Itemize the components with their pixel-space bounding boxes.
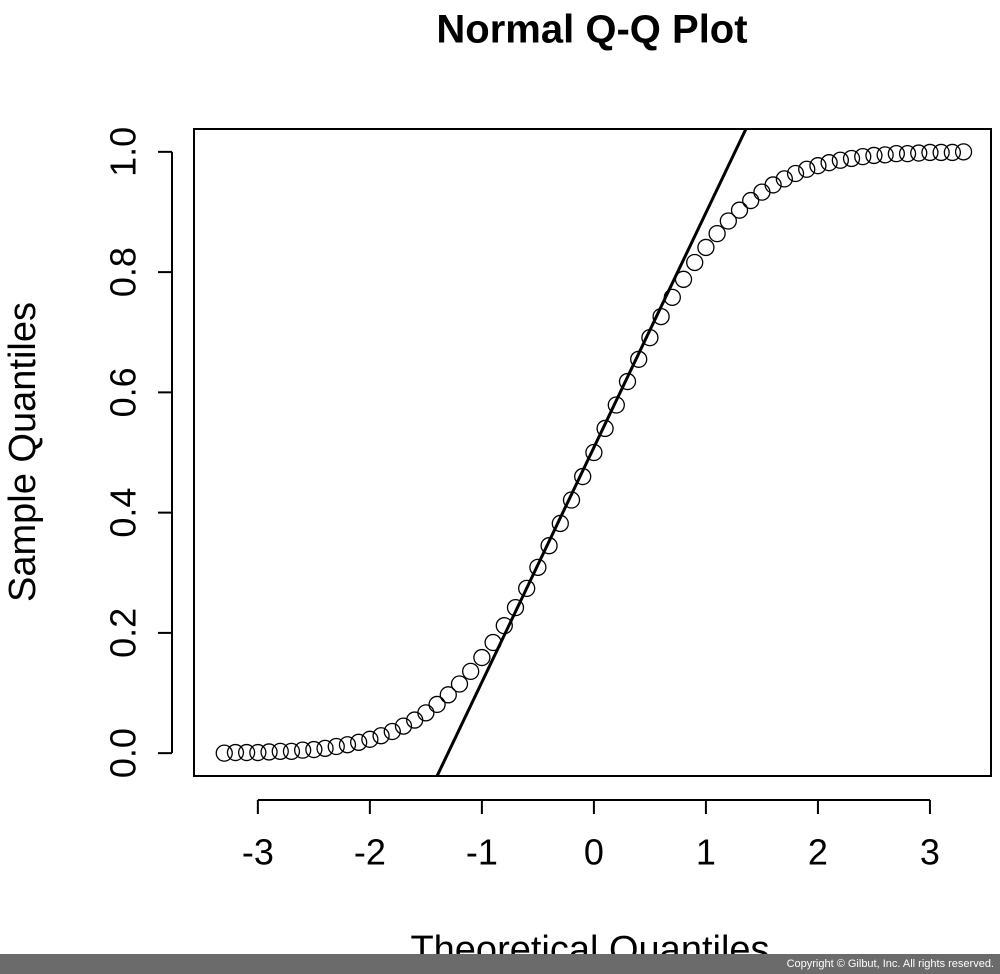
- y-tick-label: 0.2: [103, 608, 144, 658]
- point: [450, 675, 469, 693]
- point: [854, 148, 872, 166]
- x-tick-label: -1: [466, 832, 498, 873]
- point: [383, 722, 401, 741]
- point: [798, 160, 816, 178]
- point: [607, 396, 625, 414]
- point: [249, 743, 267, 762]
- point: [518, 579, 536, 598]
- y-tick-label: 1.0: [103, 127, 144, 177]
- x-tick-label: 0: [584, 832, 604, 873]
- point: [338, 736, 357, 754]
- point: [742, 191, 760, 210]
- point: [876, 146, 894, 164]
- point: [842, 149, 861, 168]
- y-tick-label: 0.0: [103, 728, 144, 778]
- point: [260, 743, 278, 761]
- point: [473, 648, 491, 667]
- point: [753, 183, 771, 201]
- footer-bar: [0, 954, 1000, 974]
- point: [226, 743, 245, 762]
- point: [719, 212, 737, 230]
- y-tick-label: 0.6: [103, 367, 144, 417]
- point: [764, 176, 782, 194]
- x-tick-label: 3: [920, 832, 940, 873]
- point: [417, 704, 435, 722]
- qq-line: [435, 128, 748, 777]
- point: [786, 164, 805, 183]
- point: [820, 154, 838, 172]
- point: [865, 146, 883, 165]
- point: [327, 737, 345, 756]
- point: [910, 144, 928, 162]
- point: [596, 419, 614, 438]
- point: [898, 145, 917, 163]
- point: [237, 743, 256, 762]
- x-tick-label: 1: [696, 832, 716, 873]
- point: [921, 143, 939, 162]
- point: [462, 662, 480, 681]
- x-tick-label: 2: [808, 832, 828, 873]
- point: [282, 742, 301, 760]
- y-tick-label: 0.8: [103, 247, 144, 297]
- y-axis-label: Sample Quantiles: [2, 302, 44, 602]
- point: [271, 742, 289, 760]
- point: [809, 157, 827, 175]
- point: [394, 717, 413, 735]
- point: [372, 727, 390, 745]
- x-tick-label: -2: [354, 832, 386, 873]
- point: [887, 145, 905, 163]
- point: [361, 730, 379, 748]
- point: [697, 238, 715, 257]
- point: [215, 744, 233, 762]
- point: [932, 143, 950, 162]
- point: [439, 686, 457, 704]
- point: [943, 143, 962, 162]
- point: [506, 598, 525, 617]
- point: [730, 201, 749, 219]
- x-tick-label: -3: [242, 832, 274, 873]
- point: [618, 372, 637, 391]
- y-tick-label: 0.4: [103, 488, 144, 538]
- point: [954, 143, 973, 161]
- point: [775, 170, 793, 188]
- point: [350, 733, 368, 751]
- point: [316, 739, 334, 757]
- point: [529, 558, 547, 576]
- point: [708, 224, 726, 243]
- point: [305, 740, 323, 759]
- copyright: Copyright © Gilbut, Inc. All rights rese…: [787, 958, 994, 970]
- plot-frame: [193, 128, 992, 777]
- point: [540, 537, 558, 555]
- point: [686, 253, 704, 272]
- point: [294, 741, 312, 759]
- point: [428, 695, 446, 714]
- point: [831, 151, 849, 169]
- chart-title: Normal Q-Q Plot: [436, 8, 747, 52]
